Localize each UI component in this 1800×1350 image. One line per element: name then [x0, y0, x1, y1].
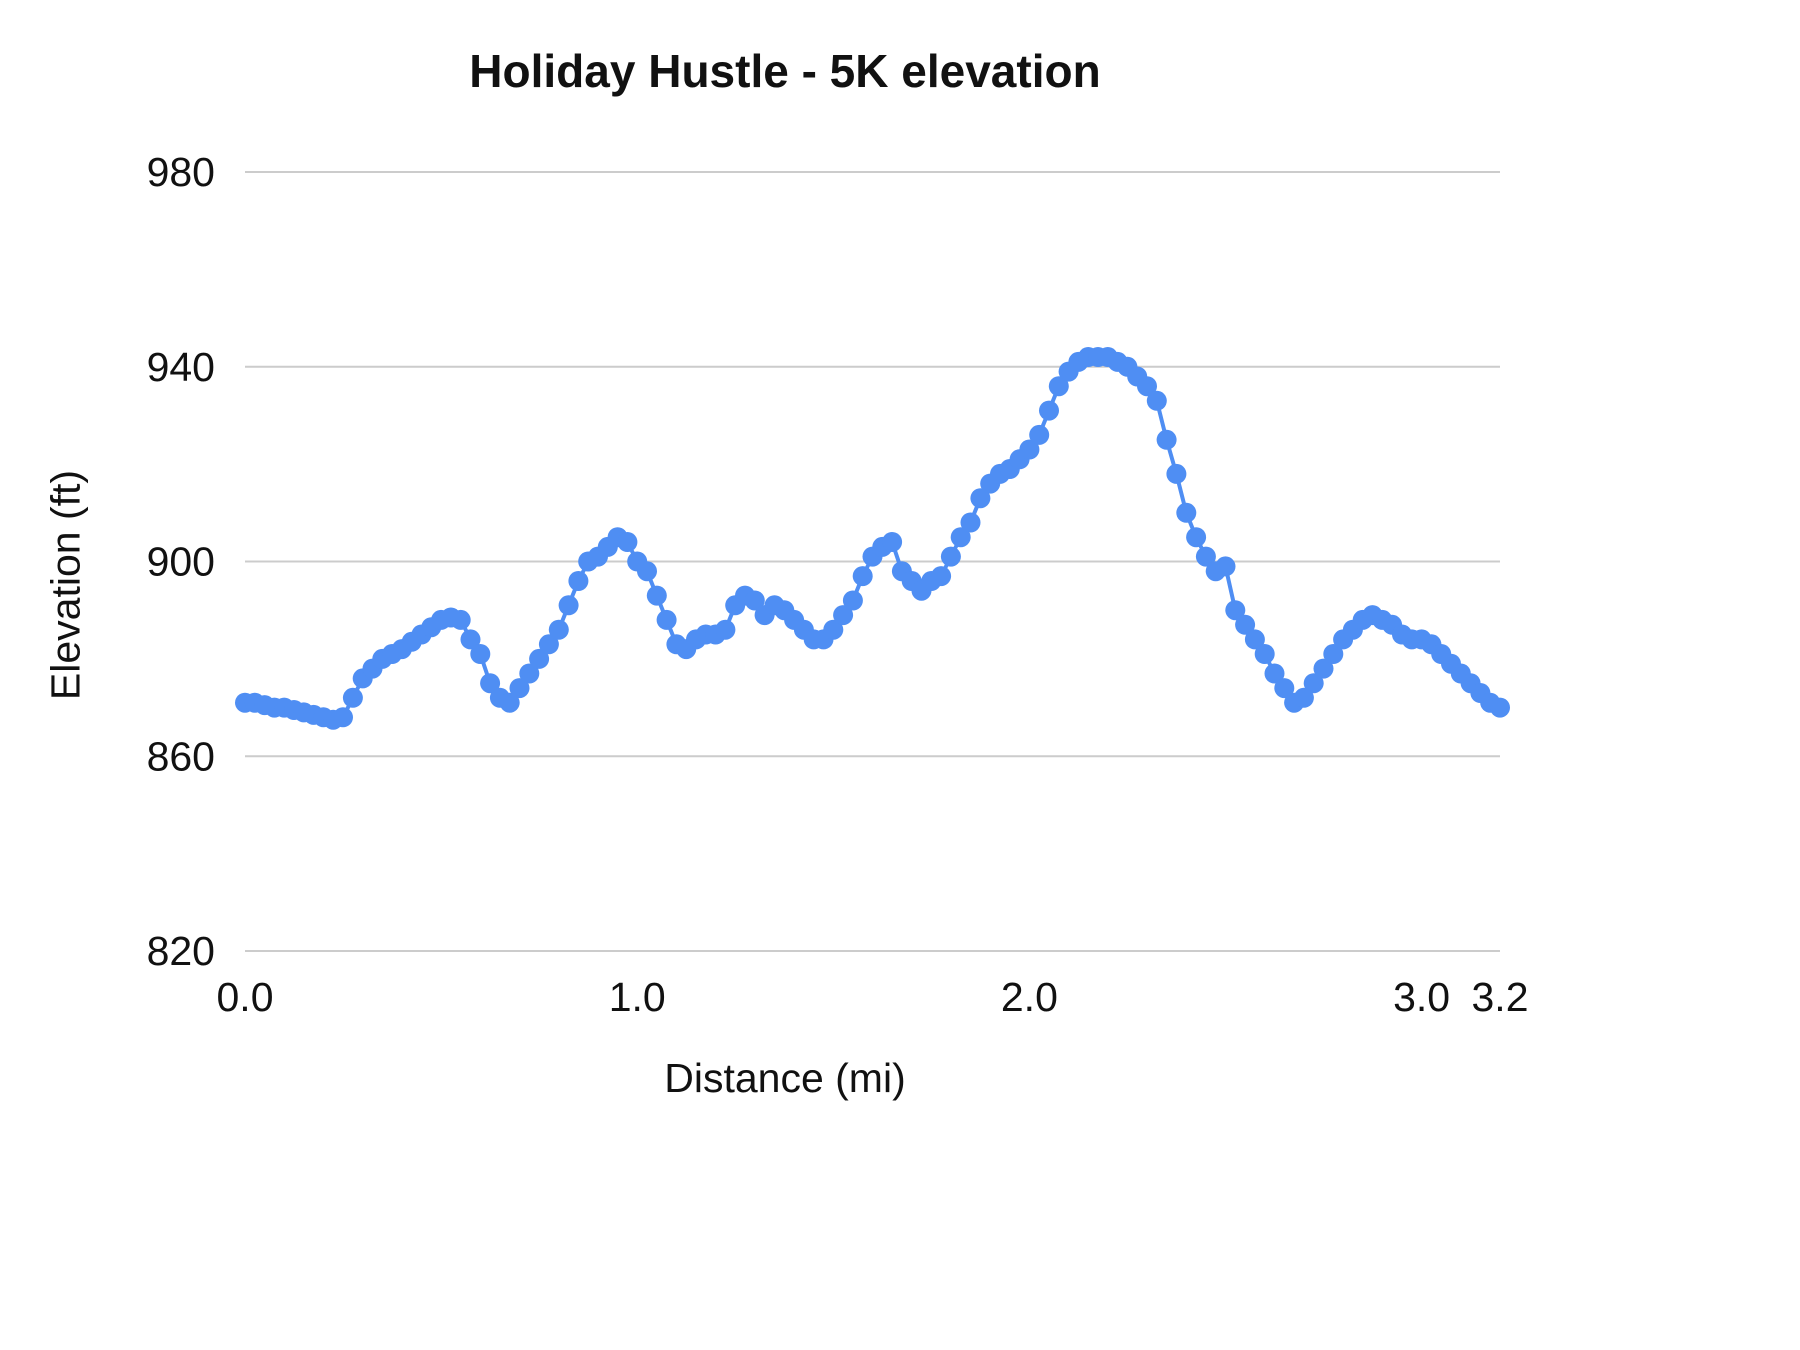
data-point	[842, 590, 863, 611]
data-point	[1323, 644, 1344, 664]
data-point	[646, 585, 667, 606]
data-point	[1039, 400, 1059, 421]
y-tick-label: 900	[147, 539, 215, 585]
data-point	[499, 692, 520, 713]
chart-title: Holiday Hustle - 5K elevation	[469, 45, 1101, 97]
data-point	[1313, 658, 1334, 679]
data-point	[548, 619, 569, 640]
data-point	[1156, 429, 1177, 450]
data-point	[333, 707, 353, 728]
data-point	[852, 566, 873, 587]
data-point	[1303, 673, 1324, 694]
x-tick-label: 3.2	[1472, 974, 1529, 1020]
data-point	[1293, 687, 1314, 708]
data-point	[970, 488, 991, 509]
data-point	[538, 634, 559, 655]
data-point	[450, 609, 471, 630]
data-point	[470, 644, 491, 664]
data-point	[617, 532, 638, 552]
data-point	[480, 673, 501, 694]
data-point	[1235, 614, 1256, 635]
data-point	[1264, 663, 1285, 684]
data-point	[1176, 502, 1197, 523]
data-point	[558, 595, 579, 616]
data-point	[342, 687, 363, 708]
data-point	[1166, 463, 1187, 484]
data-point	[950, 527, 971, 548]
data-point	[1490, 697, 1510, 718]
data-point	[1029, 424, 1050, 445]
data-point	[1137, 376, 1157, 397]
x-tick-label: 2.0	[1001, 974, 1058, 1020]
data-point	[1146, 390, 1167, 411]
data-point	[960, 512, 981, 533]
y-tick-label: 860	[147, 733, 215, 779]
data-point	[529, 648, 550, 669]
x-axis-title: Distance (mi)	[664, 1055, 906, 1101]
data-point	[744, 590, 765, 611]
data-point	[519, 663, 540, 684]
data-point	[656, 609, 677, 630]
data-point	[882, 532, 903, 552]
data-point	[940, 546, 961, 567]
data-point	[509, 678, 530, 699]
data-point	[1225, 600, 1246, 621]
data-point	[1274, 678, 1295, 699]
data-point	[1195, 546, 1216, 567]
data-point	[1244, 629, 1265, 650]
y-tick-label: 980	[147, 149, 215, 195]
y-tick-label: 940	[147, 344, 215, 390]
data-point	[1254, 644, 1275, 664]
data-point	[1215, 556, 1236, 577]
data-point	[931, 566, 952, 587]
elevation-line	[243, 355, 1502, 722]
data-point	[1019, 439, 1040, 460]
data-point	[715, 619, 736, 640]
data-point	[1186, 527, 1207, 548]
data-point	[823, 619, 844, 640]
data-point	[568, 571, 589, 591]
x-tick-label: 0.0	[217, 974, 274, 1020]
data-point	[833, 605, 854, 626]
data-point	[1048, 376, 1069, 397]
data-point	[460, 629, 481, 650]
x-tick-label: 1.0	[609, 974, 666, 1020]
x-tick-label: 3.0	[1393, 974, 1450, 1020]
y-tick-label: 820	[147, 928, 215, 974]
data-point	[637, 561, 657, 582]
